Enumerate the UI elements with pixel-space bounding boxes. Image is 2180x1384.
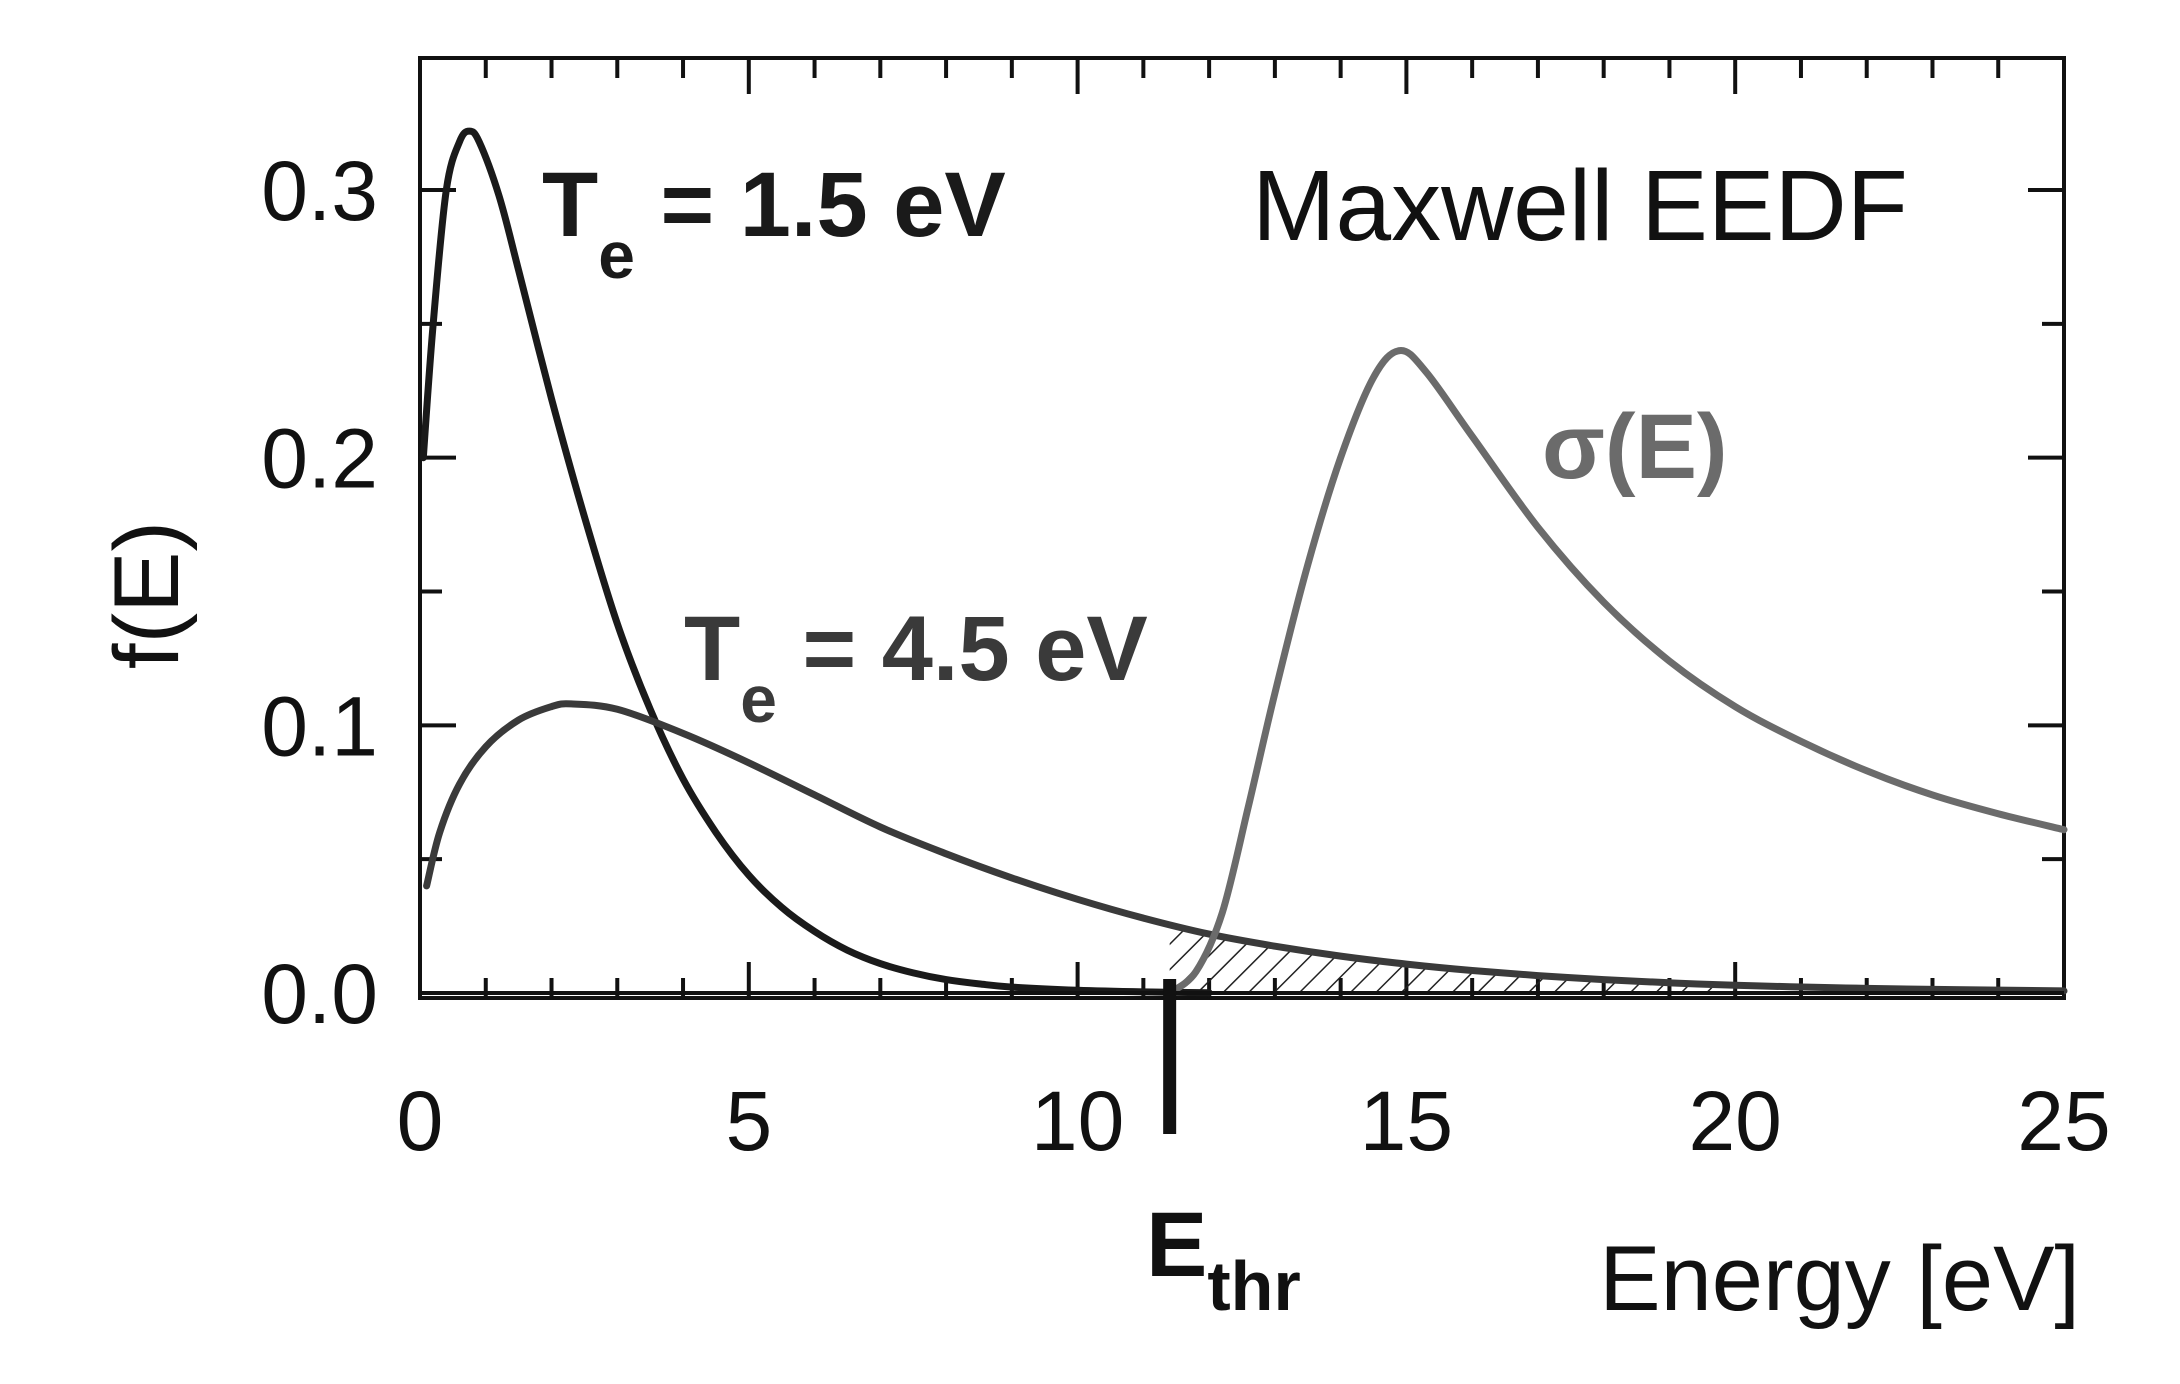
y-tick-label: 0.0 [261, 947, 378, 1041]
series-line-1 [423, 700, 2068, 995]
series-label-sigma: σ(E) [1542, 396, 1728, 498]
threshold-label-main: E [1146, 1194, 1207, 1296]
plot-frame [418, 56, 2066, 1000]
x-tick-label: 0 [397, 1074, 444, 1168]
x-axis-title: Energy [eV] [1599, 1228, 2080, 1330]
y-axis-title: f(E) [96, 521, 198, 669]
y-tick-label: 0.1 [261, 679, 378, 773]
y-tick-labels: 0.0 0.1 0.2 0.3 [261, 144, 378, 1041]
y-tick-label: 0.2 [261, 412, 378, 506]
series-label-te-4-5-main: T [684, 598, 740, 700]
threshold-label-sub: thr [1207, 1247, 1300, 1325]
x-tick-label: 25 [2017, 1074, 2110, 1168]
series-label-te-4-5-rest: = 4.5 eV [777, 598, 1148, 700]
hatched-area [1169, 924, 1736, 993]
x-tick-label: 20 [1688, 1074, 1781, 1168]
series-label-te-1-5-main: T [542, 154, 598, 256]
chart-title: Maxwell EEDF [1252, 150, 1908, 262]
y-tick-label: 0.3 [261, 144, 378, 238]
series-label-te-1-5: Te = 1.5 eV [542, 154, 1006, 292]
series-label-te-4-5: Te = 4.5 eV [684, 598, 1148, 736]
x-tick-label: 10 [1031, 1074, 1124, 1168]
x-tick-labels: 0 5 10 15 20 25 [397, 1074, 2111, 1168]
threshold-label: Ethr [1146, 1194, 1301, 1325]
series-line-2 [1166, 347, 2068, 997]
series-label-te-4-5-sub: e [740, 662, 777, 736]
series-label-te-1-5-sub: e [598, 218, 635, 292]
x-tick-label: 15 [1360, 1074, 1453, 1168]
x-tick-label: 5 [725, 1074, 772, 1168]
series-label-te-1-5-rest: = 1.5 eV [635, 154, 1006, 256]
series-lines [419, 127, 2068, 997]
series-line-0 [419, 127, 1213, 997]
threshold-shaded-region [1169, 924, 1736, 993]
